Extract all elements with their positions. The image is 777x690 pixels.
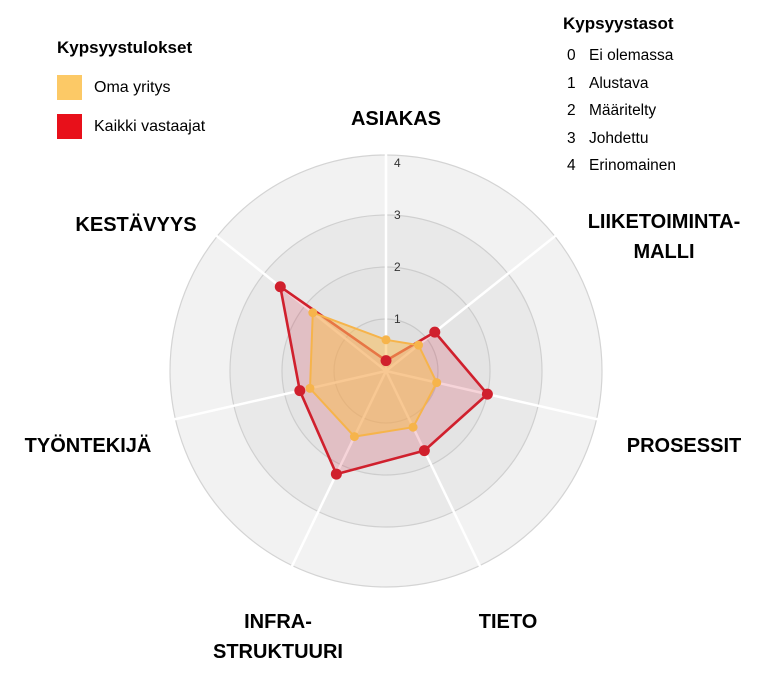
legend-item-own-company: Oma yritys (57, 75, 170, 100)
level-number: 1 (567, 74, 576, 92)
data-point-all-respondents (418, 445, 430, 457)
level-label: Määritelty (589, 102, 657, 119)
level-number: 3 (567, 129, 576, 147)
data-point-own-company (414, 340, 424, 350)
data-point-all-respondents (380, 355, 392, 367)
level-row: 3 Johdettu (567, 125, 676, 153)
legend-label-own-company: Oma yritys (94, 78, 171, 96)
tick-label: 1 (394, 312, 401, 326)
data-point-all-respondents (274, 281, 286, 293)
axis-label: KESTÄVYYS (75, 213, 196, 236)
level-number: 4 (567, 157, 576, 174)
level-label: Johdettu (589, 129, 649, 147)
data-point-all-respondents (429, 326, 441, 338)
data-point-all-respondents (481, 388, 493, 400)
level-row: 1 Alustava (567, 70, 676, 98)
data-point-own-company (349, 432, 359, 442)
axis-label: LIIKETOIMINTA- (588, 211, 741, 233)
axis-label: ASIAKAS (351, 108, 441, 130)
legend-swatch-own-company (57, 75, 82, 100)
data-point-own-company (308, 308, 318, 318)
level-number: 2 (567, 102, 576, 119)
level-row: 2 Määritelty (567, 97, 676, 125)
data-point-own-company (408, 422, 418, 432)
level-row: 0 Ei olemassa (567, 42, 676, 70)
tick-label: 3 (394, 208, 401, 222)
levels-list: 0 Ei olemassa 1 Alustava 2 Määritelty 3 Johd… (567, 42, 676, 180)
level-number: 0 (567, 47, 576, 64)
data-point-own-company (305, 383, 315, 393)
data-point-own-company (432, 378, 442, 388)
level-row: 4 Erinomainen (567, 152, 676, 180)
level-label: Alustava (589, 74, 649, 92)
axis-label: INFRA- (244, 611, 312, 633)
series-own-company-area (309, 311, 438, 438)
axis-label: PROSESSIT (627, 435, 741, 457)
legend-swatch-all-respondents (57, 114, 82, 139)
legend-item-all-respondents: Kaikki vastaajat (57, 114, 205, 139)
tick-label: 2 (394, 260, 401, 274)
tick-label: 4 (394, 156, 401, 170)
axis-label: TIETO (479, 611, 538, 633)
levels-title: Kypsyystasot (563, 14, 674, 33)
level-label: Ei olemassa (589, 47, 674, 64)
axis-label: TYÖNTEKIJÄ (25, 434, 152, 457)
level-label: Erinomainen (589, 157, 677, 174)
legend-title: Kypsyystulokset (57, 38, 193, 57)
data-point-own-company (381, 335, 391, 345)
data-point-all-respondents (294, 385, 306, 397)
axis-label: STRUKTUURI (213, 641, 343, 663)
legend-label-all-respondents: Kaikki vastaajat (94, 117, 206, 135)
axis-label: MALLI (633, 241, 694, 263)
data-point-all-respondents (330, 468, 342, 480)
